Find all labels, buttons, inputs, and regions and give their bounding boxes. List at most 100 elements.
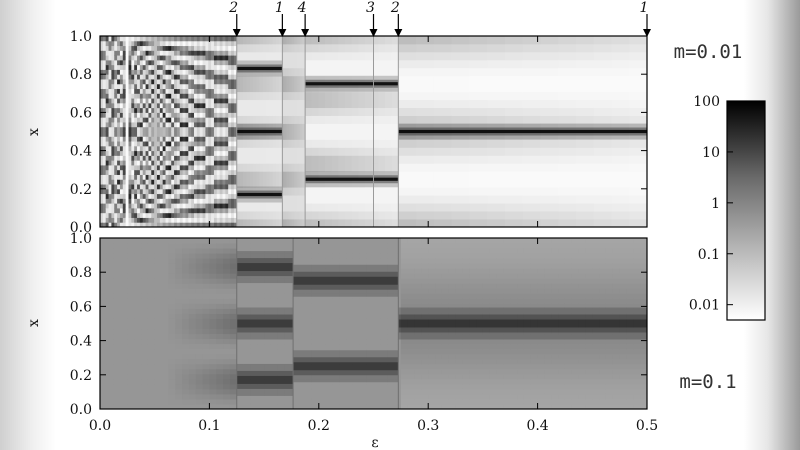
heatmap-cell [433, 147, 453, 156]
heatmap-cell [179, 145, 184, 152]
heatmap-cell [269, 107, 273, 116]
heatmap-cell [233, 78, 238, 85]
heatmap-cell [137, 64, 141, 70]
marker-label: 3 [366, 0, 375, 16]
heatmap-cell [298, 123, 301, 132]
heatmap-cell [611, 179, 630, 188]
heatmap-cell [293, 51, 296, 61]
heatmap-cell [250, 308, 258, 314]
heatmap-cell [380, 308, 388, 314]
heatmap-cell [165, 174, 169, 180]
heatmap-cell [243, 163, 247, 172]
heatmap-cell [277, 283, 286, 289]
heatmap-cell [291, 393, 299, 400]
heatmap-cell [216, 368, 224, 375]
heatmap-cell [100, 308, 108, 314]
heatmap-cell [291, 338, 299, 345]
heatmap-cell [174, 222, 178, 227]
heatmap-cell [137, 212, 141, 218]
heatmap-cell [291, 383, 299, 390]
heatmap-cell [250, 383, 258, 390]
heatmap-cell [154, 388, 163, 395]
heatmap-cell [179, 36, 184, 42]
heatmap-cell [407, 248, 416, 254]
heatmap-cell [366, 338, 374, 345]
heatmap-cell [223, 393, 231, 400]
heatmap-cell [222, 40, 226, 47]
heatmap-cell [175, 248, 183, 254]
heatmap-cell [421, 278, 429, 284]
heatmap-cell [296, 147, 300, 156]
heatmap-cell [179, 179, 184, 185]
heatmap-cell [303, 59, 306, 69]
heatmap-cell [139, 55, 144, 61]
heatmap-cell [102, 188, 107, 195]
heatmap-cell [629, 131, 647, 140]
heatmap-cell [171, 78, 175, 85]
heatmap-cell [487, 75, 506, 85]
heatmap-cell [366, 308, 374, 314]
heatmap-cell [106, 328, 115, 335]
heatmap-cell [301, 59, 304, 69]
heatmap-cell [137, 179, 141, 185]
heatmap-cell [161, 343, 169, 350]
heatmap-cell [346, 288, 354, 294]
heatmap-cell [366, 313, 374, 319]
heatmap-cell [134, 126, 138, 132]
heatmap-cell [119, 212, 124, 218]
heatmap-cell [208, 188, 212, 195]
heatmap-cell [223, 323, 231, 330]
heatmap-cell [211, 55, 215, 61]
heatmap-cell [102, 136, 107, 142]
heatmap-cell [179, 69, 184, 75]
heatmap-cell [125, 117, 129, 123]
heatmap-cell [100, 141, 104, 147]
heatmap-cell [213, 145, 218, 152]
heatmap-cell [117, 164, 121, 171]
heatmap-cell [295, 99, 298, 109]
heatmap-cell [270, 393, 279, 400]
heatmap-cell [394, 368, 402, 375]
heatmap-cell [188, 378, 197, 385]
heatmap-cell [125, 93, 129, 99]
heatmap-cell [216, 212, 221, 218]
heatmap-cell [106, 378, 115, 385]
heatmap-cell [380, 268, 388, 274]
heatmap-cell [575, 155, 595, 164]
heatmap-cell [196, 174, 201, 180]
heatmap-cell [359, 298, 368, 304]
heatmap-cell [629, 171, 647, 180]
heatmap-cell [575, 195, 595, 204]
heatmap-cell [285, 59, 288, 69]
heatmap-cell [290, 99, 293, 109]
heatmap-cell [352, 283, 361, 289]
heatmap-cell [305, 398, 313, 405]
heatmap-cell [211, 212, 215, 218]
heatmap-cell [211, 107, 215, 113]
heatmap-cell [202, 338, 210, 345]
heatmap-cell [223, 328, 231, 335]
heatmap-cell [175, 323, 183, 330]
heatmap-cell [188, 59, 192, 66]
heatmap-cell [141, 343, 149, 350]
heatmap-cell [122, 155, 127, 161]
heatmap-cell [311, 283, 320, 289]
heatmap-cell [223, 403, 231, 409]
heatmap-cell [231, 136, 235, 142]
heatmap-cell [216, 155, 221, 161]
heatmap-cell [288, 123, 291, 132]
heatmap-cell [233, 222, 238, 227]
heatmap-cell [161, 363, 169, 370]
heatmap-cell [332, 308, 340, 314]
heatmap-cell [134, 273, 142, 279]
heatmap-cell [185, 222, 189, 227]
heatmap-cell [277, 383, 286, 390]
heatmap-cell [290, 43, 293, 53]
heatmap-cell [205, 88, 209, 94]
heatmap-cell [194, 155, 198, 161]
heatmap-cell [380, 383, 388, 390]
heatmap-cell [295, 83, 298, 93]
heatmap-cell [264, 343, 272, 350]
heatmap-cell [182, 243, 190, 249]
heatmap-cell [305, 348, 313, 355]
